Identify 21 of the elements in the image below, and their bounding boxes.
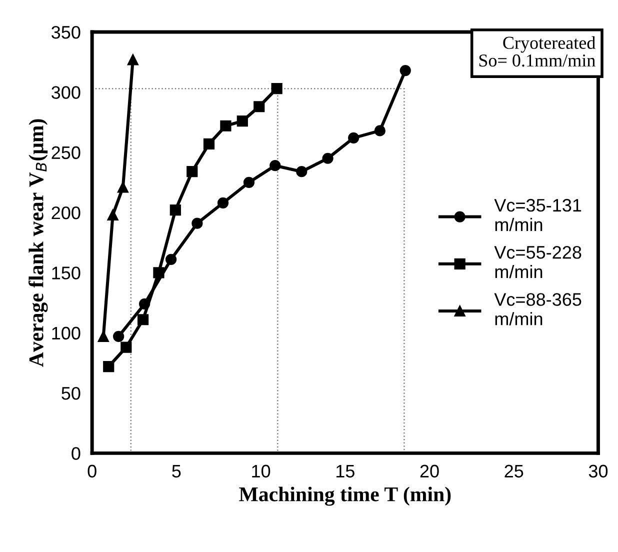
legend-label: Vc=35-131 m/min	[494, 198, 582, 232]
x-tick-label: 30	[588, 464, 608, 478]
x-axis-title: Machining time T (min)	[239, 486, 451, 506]
y-tick-label: 100	[52, 326, 80, 340]
y-tick-label: 350	[52, 26, 80, 39]
y-tick-label: 50	[62, 386, 80, 400]
x-tick-label: 5	[172, 464, 181, 478]
y-axis-title: Average flank wear V$_{B}$(μm)	[28, 119, 48, 367]
x-tick-label: 0	[88, 464, 96, 478]
y-tick-label: 0	[72, 447, 80, 460]
legend-label: Vc=88-365 m/min	[494, 293, 582, 326]
x-tick-label: 25	[504, 464, 524, 478]
legend-label: Vc=55-228 m/min	[494, 246, 582, 278]
y-tick-label: 150	[52, 266, 80, 280]
x-tick-label: 10	[252, 464, 270, 478]
x-tick-label: 20	[420, 464, 439, 478]
x-tick-label: 15	[336, 464, 354, 478]
annotation: Cryotereated So= 0.1mm/min	[479, 36, 596, 67]
y-tick-label: 300	[52, 86, 80, 99]
y-tick-label: 200	[52, 206, 80, 220]
y-tick-label: 250	[52, 146, 80, 160]
